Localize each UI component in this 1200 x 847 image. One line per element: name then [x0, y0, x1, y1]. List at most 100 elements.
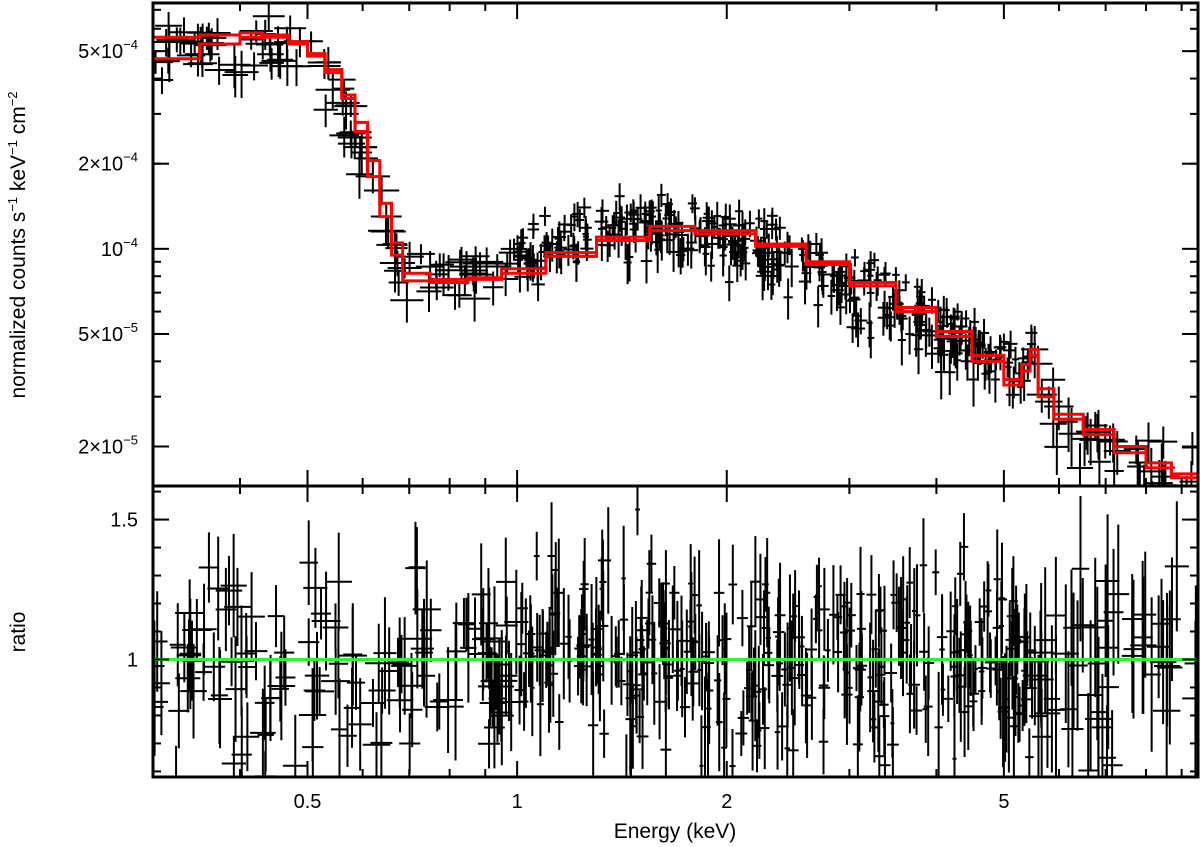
spectrum-data-point	[851, 249, 859, 267]
ratio-data-point	[153, 631, 170, 736]
spectrum-data-point	[615, 204, 626, 232]
ratio-data-point	[985, 639, 996, 698]
ratio-data-point	[674, 640, 682, 701]
ratio-data-point	[391, 617, 419, 715]
ratio-data-point	[774, 694, 781, 770]
spectrum-data-point	[364, 177, 400, 206]
spectrum-data-point	[866, 280, 875, 308]
ratio-data-point	[993, 529, 1001, 629]
ratio-data-point	[651, 621, 658, 725]
ratio-data-point	[834, 611, 842, 693]
spectrum-data-point	[577, 197, 592, 219]
spectrum-data-point	[724, 265, 734, 302]
x-axis-title: Energy (keV)	[614, 820, 737, 843]
spectrum-data-point	[741, 248, 751, 281]
ratio-data-point	[841, 644, 853, 745]
ratio-data-point	[688, 637, 699, 707]
spectrum-data-point	[1059, 397, 1078, 453]
ratio-data-point	[1071, 495, 1090, 642]
spectrum-data-point	[315, 47, 341, 80]
ratio-data-point	[1025, 728, 1034, 777]
spectrum-data-point	[892, 267, 900, 284]
spectrum-data-point	[516, 229, 526, 259]
ratio-data-point	[843, 577, 851, 628]
ratio-data-point	[913, 564, 921, 667]
spectrum-data-point	[191, 22, 227, 56]
ratio-data-point	[267, 631, 296, 741]
spectrum-data-point	[187, 50, 218, 77]
spectrum-data-point	[528, 213, 539, 236]
ratio-data-point	[760, 687, 770, 770]
ratio-data-point	[722, 650, 731, 748]
ratio-data-point	[267, 585, 285, 648]
spectrum-data-point	[387, 258, 422, 279]
ratio-data-point	[495, 596, 518, 655]
ratio-data-point	[348, 678, 372, 771]
spectrum-model-curves	[153, 31, 1200, 482]
ratio-data-point	[303, 547, 328, 628]
ratio-data-point	[900, 556, 906, 643]
x-tick-label: 0.5	[294, 791, 322, 813]
ratio-data-point	[1033, 567, 1057, 714]
ratio-data-point	[886, 707, 899, 777]
ratio-data-point	[220, 533, 247, 638]
ratio-data-point	[244, 621, 268, 681]
ratio-data-point	[919, 518, 928, 613]
spectrum-data-point	[755, 209, 763, 229]
ratio-data-point	[368, 667, 396, 714]
spectrum-data-point	[827, 279, 836, 315]
ratio-data-point	[302, 694, 324, 777]
ratio-data-point	[504, 569, 529, 675]
ratio-data-point	[1081, 557, 1109, 698]
ratio-data-point	[642, 619, 653, 706]
ratio-data-point	[890, 560, 897, 630]
ratio-data-point	[169, 603, 186, 687]
ratio-data-point	[1121, 598, 1144, 713]
ratio-data-point	[728, 544, 738, 625]
ratio-data-point	[153, 591, 168, 692]
ratio-data-point	[254, 665, 275, 741]
ratio-data-point	[977, 637, 987, 699]
ratio-data-point	[998, 542, 1006, 654]
ratio-data-point	[679, 620, 685, 718]
spectrum-data-point	[446, 284, 472, 308]
ratio-data-point	[429, 673, 449, 730]
spectrum-data-point	[463, 252, 497, 276]
ratio-data-point	[1046, 634, 1066, 777]
ratio-data-point	[911, 568, 917, 654]
spectrum-data-point	[713, 201, 722, 233]
ratio-data-point	[777, 692, 788, 761]
ratio-data-point	[1151, 578, 1172, 669]
ratio-data-point	[934, 671, 943, 777]
ratio-data-point	[746, 581, 756, 672]
ratio-data-point	[973, 645, 978, 693]
ratio-data-point	[721, 692, 727, 777]
ratio-data-point	[792, 570, 798, 643]
spectrum-data-point	[869, 252, 880, 269]
ratio-data-point	[1107, 524, 1130, 664]
ratio-data-point	[704, 637, 714, 744]
spectrum-data-point	[646, 199, 657, 217]
ratio-data-point	[874, 717, 885, 777]
spectrum-data-point	[851, 312, 866, 348]
model-curve-2	[153, 31, 1200, 482]
spectrum-data-point	[1104, 451, 1124, 486]
ratio-data-point	[553, 538, 565, 648]
spectrum-data-point	[261, 46, 296, 78]
spectrum-data-point	[773, 216, 786, 240]
ratio-data-point	[825, 619, 831, 682]
ratio-data-point	[697, 633, 702, 707]
ratio-data-point	[305, 667, 335, 716]
spectrum-data-point	[222, 56, 249, 98]
spectrum-y-tick-label: 2×10−5	[78, 433, 138, 459]
ratio-data-point	[653, 664, 666, 740]
spectrum-data-point	[927, 287, 936, 314]
spectrum-data-point	[968, 357, 979, 407]
ratio-data-point	[895, 577, 907, 679]
spectrum-y-tick-label: 2×10−4	[78, 150, 138, 176]
ratio-data-point	[452, 598, 476, 649]
spectrum-data-points	[153, 3, 1198, 487]
spectrum-data-point	[539, 206, 551, 226]
ratio-data-point	[908, 640, 921, 729]
ratio-data-point	[715, 673, 723, 772]
